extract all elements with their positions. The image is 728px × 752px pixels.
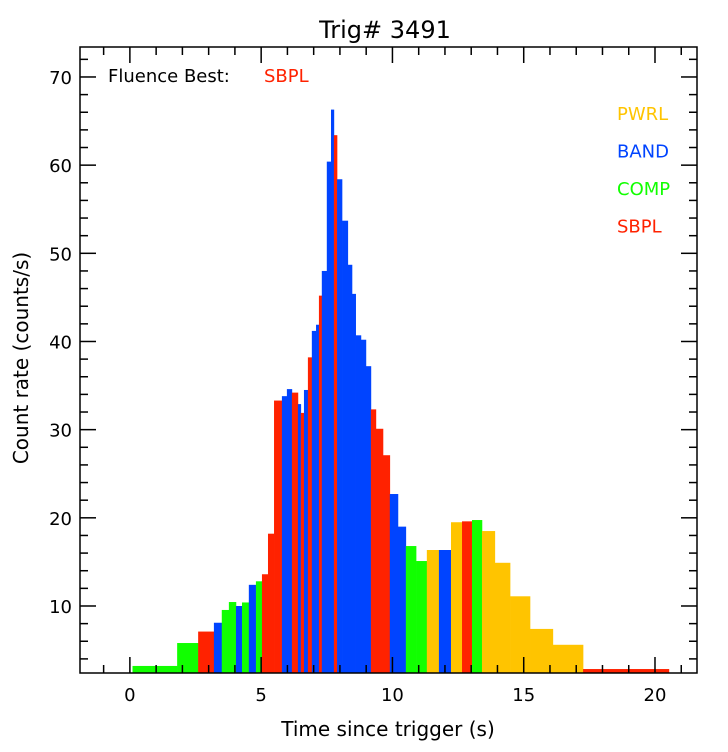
bar-pwrl [510, 596, 531, 673]
bar-sbpl [318, 295, 323, 673]
legend-entry-band: BAND [617, 142, 669, 163]
bar-band [297, 404, 302, 673]
bar-pwrl [494, 562, 511, 673]
fluence-best-label: Fluence Best: [108, 66, 230, 87]
bar-comp [471, 520, 483, 673]
bar-sbpl [198, 631, 215, 673]
bar-band [303, 389, 309, 673]
y-tick-label: 50 [49, 244, 72, 265]
bar-pwrl [530, 628, 554, 673]
bars-layer [132, 109, 670, 674]
chart-title: Trig# 3491 [318, 16, 451, 44]
bar-sbpl [462, 521, 473, 673]
y-tick-label: 30 [49, 421, 72, 442]
x-tick-label: 10 [381, 685, 404, 706]
bar-comp [255, 581, 263, 673]
bar-band [213, 622, 223, 673]
y-tick-label: 10 [49, 597, 72, 618]
bar-band [337, 179, 343, 673]
bar-pwrl [426, 550, 440, 673]
bar-pwrl [552, 644, 584, 673]
bar-comp [221, 609, 230, 673]
legend-entry-pwrl: PWRL [617, 104, 668, 125]
fluence-best-value: SBPL [264, 66, 309, 87]
bar-band [342, 220, 349, 673]
bar-band [316, 324, 320, 673]
bar-band [355, 335, 362, 673]
bar-sbpl [261, 574, 269, 673]
bar-sbpl [370, 409, 377, 673]
x-tick-label: 20 [644, 685, 667, 706]
bar-comp [132, 665, 178, 673]
bar-comp [416, 561, 428, 673]
x-tick-label: 5 [255, 685, 266, 706]
bar-pwrl [450, 522, 463, 673]
bar-sbpl [333, 135, 338, 674]
bar-sbpl [307, 357, 313, 673]
bar-band [331, 109, 335, 674]
bar-band [347, 264, 353, 673]
legend-entry-comp: COMP [617, 179, 670, 200]
bar-band [326, 161, 332, 673]
y-tick-label: 20 [49, 509, 72, 530]
plot-frame [79, 46, 698, 674]
bar-sbpl [583, 669, 670, 673]
bar-band [365, 366, 372, 673]
bar-comp [177, 643, 199, 673]
bar-sbpl [375, 428, 384, 673]
bar-sbpl [274, 400, 283, 673]
bar-band [248, 584, 257, 673]
bar-sbpl [291, 392, 299, 673]
bar-comp [405, 546, 417, 673]
x-tick-label: 0 [124, 685, 135, 706]
y-tick-label: 70 [49, 68, 72, 89]
bar-pwrl [481, 531, 496, 673]
y-tick-label: 60 [49, 156, 72, 177]
bar-band [352, 293, 356, 673]
bar-band [235, 605, 243, 673]
bar-band [311, 330, 317, 673]
bar-comp [241, 602, 250, 673]
ticks-layer: 0 5 10 15 20 10 20 30 40 50 60 70 [49, 47, 697, 706]
bar-sbpl [382, 455, 391, 673]
y-axis-label: Count rate (counts/s) [9, 252, 33, 464]
bar-comp [228, 602, 237, 673]
bar-band [321, 270, 328, 673]
x-axis-label: Time since trigger (s) [280, 717, 495, 741]
bar-band [397, 526, 407, 673]
legend-entry-sbpl: SBPL [617, 217, 662, 238]
bar-band [360, 339, 367, 673]
bar-sbpl [267, 533, 275, 673]
bar-band [286, 389, 293, 673]
bar-band [438, 550, 452, 673]
bar-band [389, 494, 399, 673]
x-tick-label: 15 [512, 685, 535, 706]
y-tick-label: 40 [49, 332, 72, 353]
bar-sbpl [300, 412, 305, 673]
bar-band [281, 396, 288, 673]
legend: PWRL BAND COMP SBPL [617, 104, 670, 238]
